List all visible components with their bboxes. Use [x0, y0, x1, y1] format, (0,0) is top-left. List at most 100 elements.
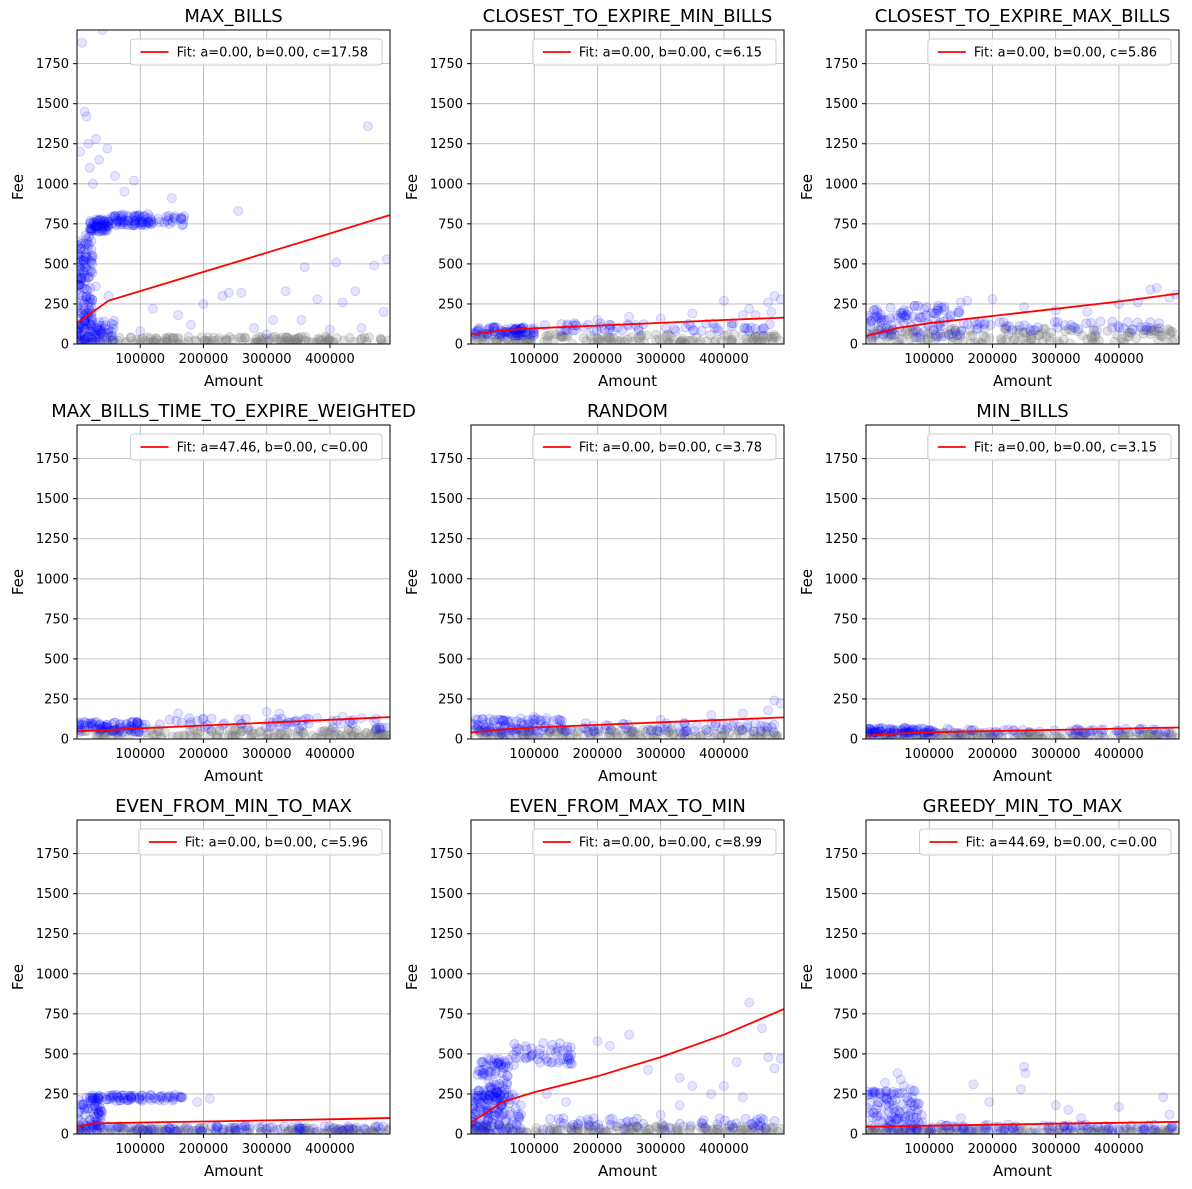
data-point: [125, 1091, 136, 1102]
data-point: [294, 1126, 305, 1134]
gray-point: [760, 726, 771, 737]
data-point: [192, 1096, 203, 1107]
x-tick-label: 400000: [699, 1142, 749, 1157]
gray-point: [196, 1126, 207, 1134]
gray-point: [1086, 332, 1097, 343]
gray-point: [273, 731, 284, 739]
gray-point: [520, 334, 531, 344]
data-point: [118, 1093, 129, 1104]
gray-point: [678, 1127, 689, 1134]
gray-point: [638, 724, 649, 735]
data-point: [334, 1124, 345, 1134]
data-point: [108, 319, 119, 330]
data-point: [700, 1122, 711, 1133]
gray-point: [493, 730, 504, 739]
data-point: [293, 723, 304, 734]
gray-point: [329, 729, 340, 739]
gray-point: [663, 329, 674, 340]
gray-point: [941, 328, 952, 339]
data-point: [93, 324, 104, 335]
y-tick-label: 1250: [36, 137, 69, 152]
gray-point: [336, 733, 347, 739]
data-point: [907, 311, 918, 322]
gray-point: [758, 330, 769, 341]
data-point: [374, 722, 385, 733]
x-axis-label: Amount: [993, 372, 1052, 390]
gray-point: [647, 733, 658, 739]
gray-point: [695, 731, 706, 739]
gray-point: [1016, 732, 1027, 739]
data-point: [198, 298, 209, 309]
gray-point: [316, 726, 327, 737]
gray-point: [102, 338, 113, 344]
fit-line: [77, 1117, 390, 1128]
data-point: [756, 1023, 767, 1034]
gray-point: [1118, 733, 1129, 739]
gray-point: [593, 731, 604, 739]
data-point: [80, 244, 91, 255]
gray-point: [624, 1123, 635, 1134]
data-point: [594, 1123, 605, 1134]
data-point: [525, 329, 536, 340]
data-point: [217, 290, 228, 301]
gray-point: [1079, 730, 1090, 739]
data-point: [949, 727, 960, 738]
gray-point: [325, 335, 336, 344]
data-point: [491, 1087, 502, 1098]
data-point: [478, 719, 489, 730]
data-point: [324, 324, 335, 335]
data-point: [633, 325, 644, 336]
data-point: [1065, 320, 1076, 331]
data-point: [1141, 324, 1152, 335]
gray-point: [589, 728, 600, 739]
data-point: [506, 722, 517, 733]
gray-point: [269, 727, 280, 738]
gray-point: [371, 725, 382, 736]
gray-point: [168, 333, 179, 344]
data-point: [769, 290, 780, 301]
gray-point: [589, 337, 600, 344]
gray-point: [1119, 338, 1130, 344]
data-point: [91, 322, 102, 333]
gray-point: [1022, 732, 1033, 739]
gray-point: [351, 725, 362, 736]
data-point: [79, 304, 90, 315]
gray-point: [300, 336, 311, 344]
data-point: [96, 214, 107, 225]
data-point: [1020, 1068, 1031, 1079]
data-point: [95, 1106, 106, 1117]
gray-point: [161, 335, 172, 344]
data-point: [1014, 321, 1025, 332]
gray-point: [163, 1126, 174, 1134]
gray-point: [237, 725, 248, 736]
gray-point: [1146, 325, 1157, 336]
gray-point: [1065, 338, 1076, 344]
gray-point: [725, 1126, 736, 1134]
data-point: [175, 1092, 186, 1103]
gray-point: [347, 1123, 358, 1134]
data-point: [87, 258, 98, 269]
gray-point: [475, 1127, 486, 1134]
subplot-greedy-min-to-max: 100000 200000 300000 4000000250500750100012…: [798, 796, 1180, 1180]
gray-point: [178, 1128, 189, 1134]
gray-point: [268, 733, 279, 739]
data-point: [876, 1109, 887, 1120]
gray-point: [603, 731, 614, 739]
data-point: [498, 715, 509, 726]
data-point: [951, 330, 962, 341]
gray-point: [737, 330, 748, 341]
gray-point: [692, 338, 703, 344]
data-point: [96, 1106, 107, 1117]
gray-point: [183, 336, 194, 344]
gray-point: [882, 331, 893, 342]
data-point: [86, 226, 97, 237]
gray-point: [525, 732, 536, 739]
data-point: [510, 330, 521, 341]
data-point: [866, 311, 874, 322]
gray-point: [557, 332, 568, 343]
data-point: [81, 248, 92, 259]
gray-point: [713, 1122, 724, 1133]
gray-point: [771, 732, 782, 739]
data-point: [473, 720, 484, 731]
gray-point: [272, 334, 283, 344]
